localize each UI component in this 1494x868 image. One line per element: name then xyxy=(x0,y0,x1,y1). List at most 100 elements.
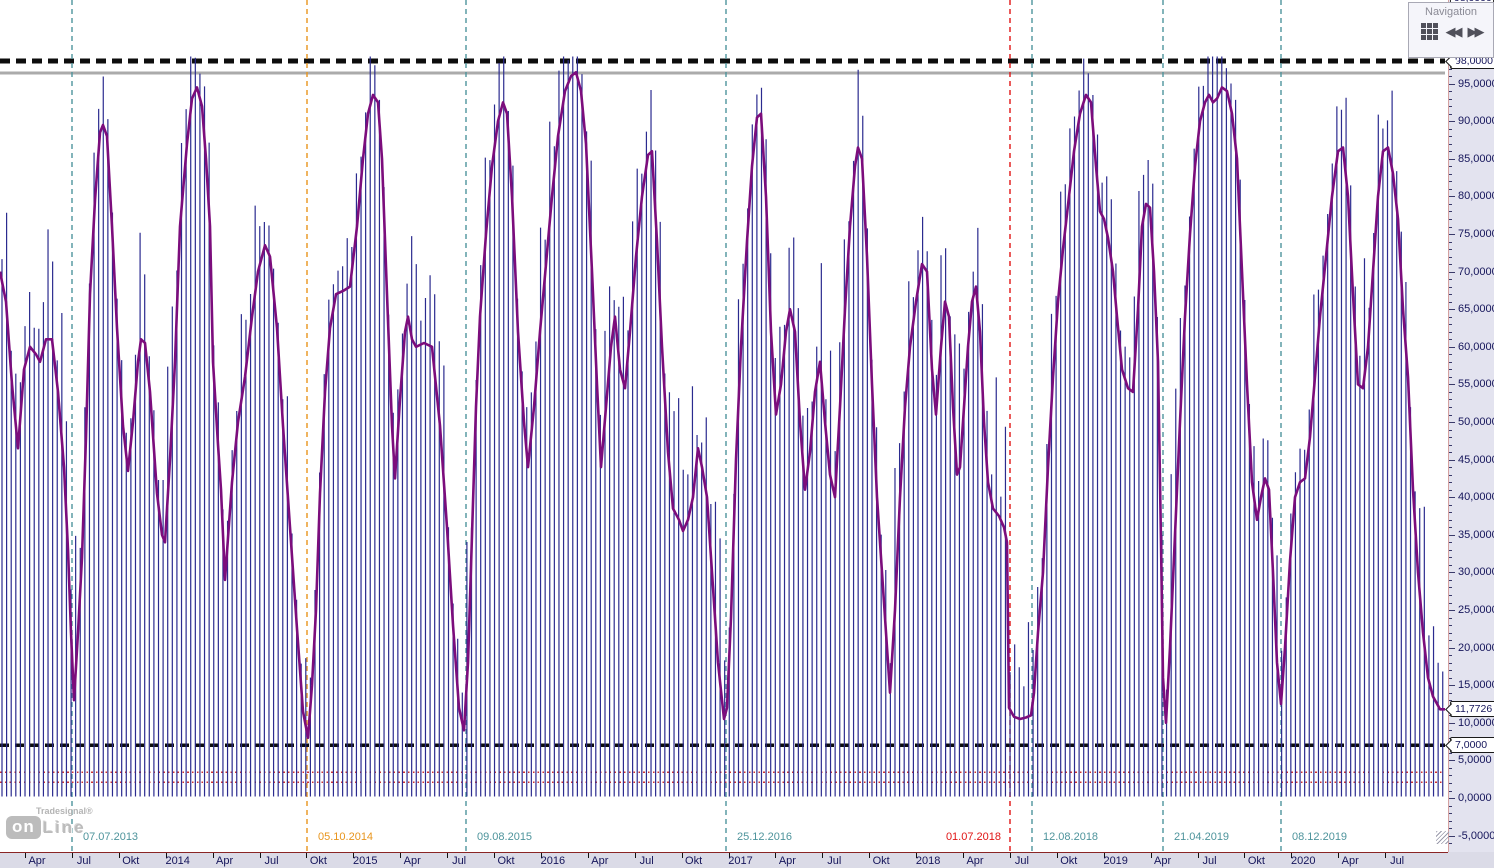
time-axis-label: Apr xyxy=(28,855,46,867)
price-axis-label: 0,0000 xyxy=(1458,792,1492,804)
price-axis-label: 20,0000 xyxy=(1458,641,1494,654)
price-tick xyxy=(1449,549,1452,551)
price-tick xyxy=(1449,369,1452,371)
price-tick xyxy=(1449,805,1452,807)
price-tick xyxy=(1449,820,1452,822)
price-tick xyxy=(1449,376,1452,378)
price-tick xyxy=(1449,316,1452,318)
time-axis-label: Okt xyxy=(872,855,890,867)
price-tick xyxy=(1449,512,1452,514)
time-tick xyxy=(1056,853,1058,858)
price-tick xyxy=(1449,489,1452,491)
time-tick xyxy=(259,853,261,858)
price-tick xyxy=(1449,828,1452,830)
time-axis-label: Okt xyxy=(1060,855,1078,867)
price-tick xyxy=(1449,256,1452,258)
chart-plot-area[interactable]: 07.07.2013 05.10.2014 09.08.2015 25.12.2016… xyxy=(0,0,1448,852)
chart-canvas xyxy=(0,0,1445,852)
date-marker-label: 09.08.2015 xyxy=(477,831,533,843)
time-tick xyxy=(869,853,871,858)
price-callout: 11,7726 xyxy=(1450,701,1494,718)
price-tick xyxy=(1449,752,1452,754)
time-tick xyxy=(447,853,449,858)
price-axis-label: 5,0000 xyxy=(1458,754,1492,767)
time-axis-label: Apr xyxy=(216,855,234,867)
price-tick xyxy=(1449,309,1455,311)
time-axis-label: Okt xyxy=(309,855,327,867)
time-axis-label: 2014 xyxy=(165,855,190,867)
time-tick xyxy=(400,853,402,858)
time-tick xyxy=(963,853,964,858)
oscillator-line[interactable] xyxy=(0,71,1445,740)
price-tick xyxy=(1449,241,1452,243)
price-tick xyxy=(1449,595,1452,596)
price-tick xyxy=(1449,91,1452,93)
price-tick xyxy=(1449,331,1452,333)
price-tick xyxy=(1449,76,1452,78)
time-tick xyxy=(634,853,636,858)
time-tick xyxy=(916,853,918,858)
scroll-forward-button[interactable]: ▶▶ xyxy=(1467,24,1485,39)
time-axis-label: 2016 xyxy=(540,855,566,867)
time-tick xyxy=(1150,853,1152,858)
price-axis-label: 90,0000 xyxy=(1458,115,1494,128)
time-axis-label: Apr xyxy=(591,855,609,867)
time-axis-label: Jul xyxy=(827,855,842,867)
scroll-back-button[interactable]: ◀◀ xyxy=(1445,24,1463,39)
price-tick xyxy=(1449,211,1452,213)
grid-view-icon[interactable] xyxy=(1420,23,1438,40)
price-tick xyxy=(1449,692,1452,694)
price-tick xyxy=(1449,384,1455,386)
time-tick xyxy=(775,853,777,858)
time-tick xyxy=(728,853,730,858)
date-marker-label: 07.07.2013 xyxy=(83,831,139,843)
time-tick xyxy=(1291,853,1293,858)
time-axis-label: Apr xyxy=(1154,855,1172,867)
price-tick xyxy=(1449,391,1452,393)
time-axis-label: Jul xyxy=(1014,855,1029,867)
time-tick xyxy=(494,853,495,858)
time-axis-label: Jul xyxy=(76,855,91,867)
price-tick xyxy=(1449,429,1452,431)
date-marker-label: 01.07.2018 xyxy=(945,831,1001,843)
tradesignal-logo: Tradesignal® on Line xyxy=(6,806,93,839)
price-tick xyxy=(1449,234,1455,235)
price-tick xyxy=(1449,783,1452,784)
price-tick xyxy=(1449,625,1452,626)
price-axis[interactable]: 98,9999 95,000090,000085,000080,000075,0… xyxy=(1448,0,1494,852)
time-axis[interactable]: Apr Jul Okt 2014 Apr Jul Okt 2015 Apr Jul Okt 2016 A… xyxy=(0,852,1448,868)
price-tick xyxy=(1449,301,1452,303)
price-tick xyxy=(1449,670,1452,672)
price-axis-label: 50,0000 xyxy=(1458,416,1494,428)
time-tick xyxy=(1009,853,1011,858)
time-axis-label: Okt xyxy=(1247,855,1265,867)
price-tick xyxy=(1449,647,1455,649)
date-marker-label: 21.04.2019 xyxy=(1174,831,1230,843)
price-axis-label: 10,0000 xyxy=(1458,716,1494,729)
price-tick xyxy=(1449,113,1452,115)
resize-grip-icon[interactable] xyxy=(1436,831,1449,844)
price-axis-label: -5,0000 xyxy=(1458,829,1494,842)
price-axis-label: 75,0000 xyxy=(1458,228,1494,240)
price-tick xyxy=(1449,798,1455,799)
navigation-panel-title: Navigation xyxy=(1425,6,1477,18)
price-tick xyxy=(1449,279,1452,281)
price-tick xyxy=(1449,519,1452,521)
logo-line-text: Line xyxy=(42,817,86,837)
price-tick xyxy=(1449,166,1452,168)
price-tick xyxy=(1449,173,1452,175)
time-tick xyxy=(822,853,824,858)
price-tick xyxy=(1449,835,1455,837)
navigation-buttons: ◀◀ ▶▶ xyxy=(1409,23,1493,40)
price-tick xyxy=(1449,662,1452,664)
time-axis-label: Apr xyxy=(966,855,984,867)
price-tick xyxy=(1449,677,1452,679)
time-tick xyxy=(681,853,683,858)
price-axis-label: 45,0000 xyxy=(1458,453,1494,466)
date-marker-label: 08.12.2019 xyxy=(1292,831,1348,843)
price-tick xyxy=(1449,437,1452,438)
time-tick xyxy=(540,853,542,858)
price-tick xyxy=(1449,98,1452,100)
price-axis-label: 65,0000 xyxy=(1458,303,1494,316)
